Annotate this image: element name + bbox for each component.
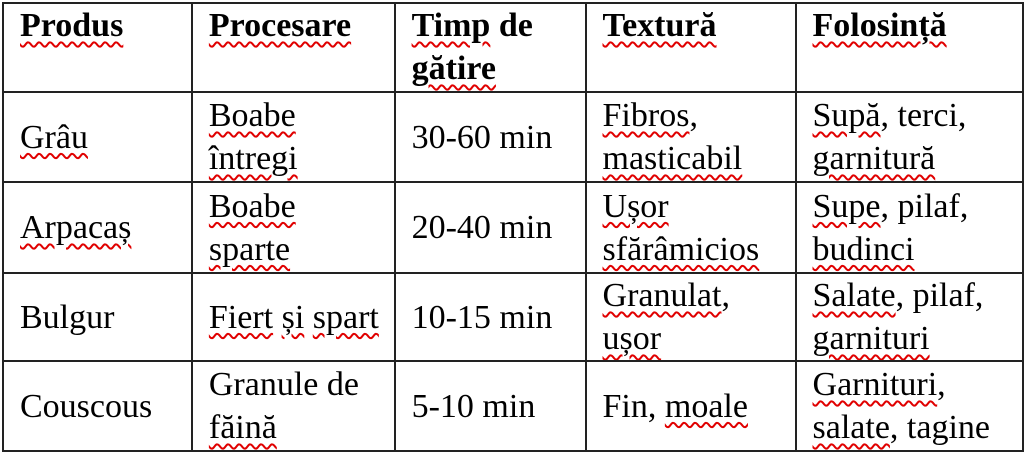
word: Timp xyxy=(411,7,491,44)
word: ușor xyxy=(602,320,662,357)
word: min xyxy=(499,118,553,156)
table-row: Grâu Boabe întregi 30-60 min Fibros, mastic… xyxy=(2,91,1024,183)
word: 10-15 xyxy=(411,298,491,336)
word: Boabe xyxy=(208,187,296,225)
word: întregi xyxy=(208,140,298,177)
column-header: Procesare xyxy=(190,2,396,93)
word: sparte xyxy=(208,230,291,268)
word: gătire xyxy=(411,50,496,87)
word: Boabe xyxy=(208,97,296,134)
word: și xyxy=(281,298,305,336)
table-cell: Supă, terci, garnitură xyxy=(794,91,1024,183)
table-cell: 5-10 min xyxy=(393,360,587,452)
word: Garnituri xyxy=(812,366,938,403)
table-cell: Fin, moale xyxy=(584,360,797,452)
word: Supe xyxy=(812,187,881,225)
word: min xyxy=(499,209,553,246)
word: pilaf xyxy=(897,187,960,225)
word: pilaf xyxy=(912,277,975,314)
word: budinci xyxy=(812,230,915,268)
word: Fin xyxy=(602,387,648,425)
word: Produs xyxy=(20,7,124,44)
header-row: Produs Procesare Timp de gătire Textură Folo… xyxy=(2,2,1024,93)
table-cell: Boabe întregi xyxy=(190,91,396,183)
table-cell: Fibros, masticabil xyxy=(584,91,797,183)
word: 5-10 xyxy=(411,387,474,425)
word: de xyxy=(498,7,533,44)
word: min xyxy=(482,387,536,425)
word: 20-40 xyxy=(411,209,491,246)
table-cell: Fiert și spart xyxy=(190,272,396,362)
column-header: Timp de gătire xyxy=(393,2,587,93)
table-cell: 30-60 min xyxy=(393,91,587,183)
word: Procesare xyxy=(208,7,352,44)
table-cell: Bulgur xyxy=(2,272,193,362)
word: Grâu xyxy=(20,118,88,156)
word: spart xyxy=(312,298,379,336)
column-header: Folosință xyxy=(794,2,1024,93)
word: masticabil xyxy=(602,140,743,177)
word: Textură xyxy=(602,7,717,44)
word: 30-60 xyxy=(411,118,491,156)
word: Ușor xyxy=(602,187,669,225)
word: Fiert xyxy=(208,298,274,336)
column-header: Textură xyxy=(584,2,797,93)
word: tagine xyxy=(906,409,990,446)
table-cell: Granulat, ușor xyxy=(584,272,797,362)
table-cell: Grâu xyxy=(2,91,193,183)
table-cell: 20-40 min xyxy=(393,181,587,274)
word: de xyxy=(326,366,359,403)
table-row: Arpacaș Boabe sparte 20-40 min Ușor sfărâmi… xyxy=(2,181,1024,274)
word: moale xyxy=(664,387,748,425)
table-cell: Garnituri, salate, tagine xyxy=(794,360,1024,452)
table-row: Couscous Granule de făină 5-10 min Fin, moa… xyxy=(2,360,1024,452)
word: Arpacaș xyxy=(20,209,132,246)
table-cell: Supe, pilaf, budinci xyxy=(794,181,1024,274)
table-cell: Granule de făină xyxy=(190,360,396,452)
table-cell: Arpacaș xyxy=(2,181,193,274)
table-row: Bulgur Fiert și spart 10-15 min Granulat, u… xyxy=(2,272,1024,362)
word: Salate xyxy=(812,277,896,314)
column-header: Produs xyxy=(2,2,193,93)
word: Folosință xyxy=(812,7,947,44)
table-cell: 10-15 min xyxy=(393,272,587,362)
table-cell: Boabe sparte xyxy=(190,181,396,274)
table-cell: Couscous xyxy=(2,360,193,452)
word: min xyxy=(499,298,553,336)
word: Granulat xyxy=(602,277,722,314)
word: sfărâmicios xyxy=(602,230,760,268)
word: garnituri xyxy=(812,320,930,357)
table-cell: Ușor sfărâmicios xyxy=(584,181,797,274)
table-cell: Salate, pilaf, garnituri xyxy=(794,272,1024,362)
word: garnitură xyxy=(812,140,936,177)
word: Bulgur xyxy=(20,298,115,336)
word: făină xyxy=(208,409,277,446)
word: salate xyxy=(812,409,890,446)
word: Granule xyxy=(208,366,319,403)
word: Supă xyxy=(812,97,881,134)
word: terci xyxy=(897,97,958,134)
word: Couscous xyxy=(20,387,153,425)
word: Fibros xyxy=(602,97,690,134)
